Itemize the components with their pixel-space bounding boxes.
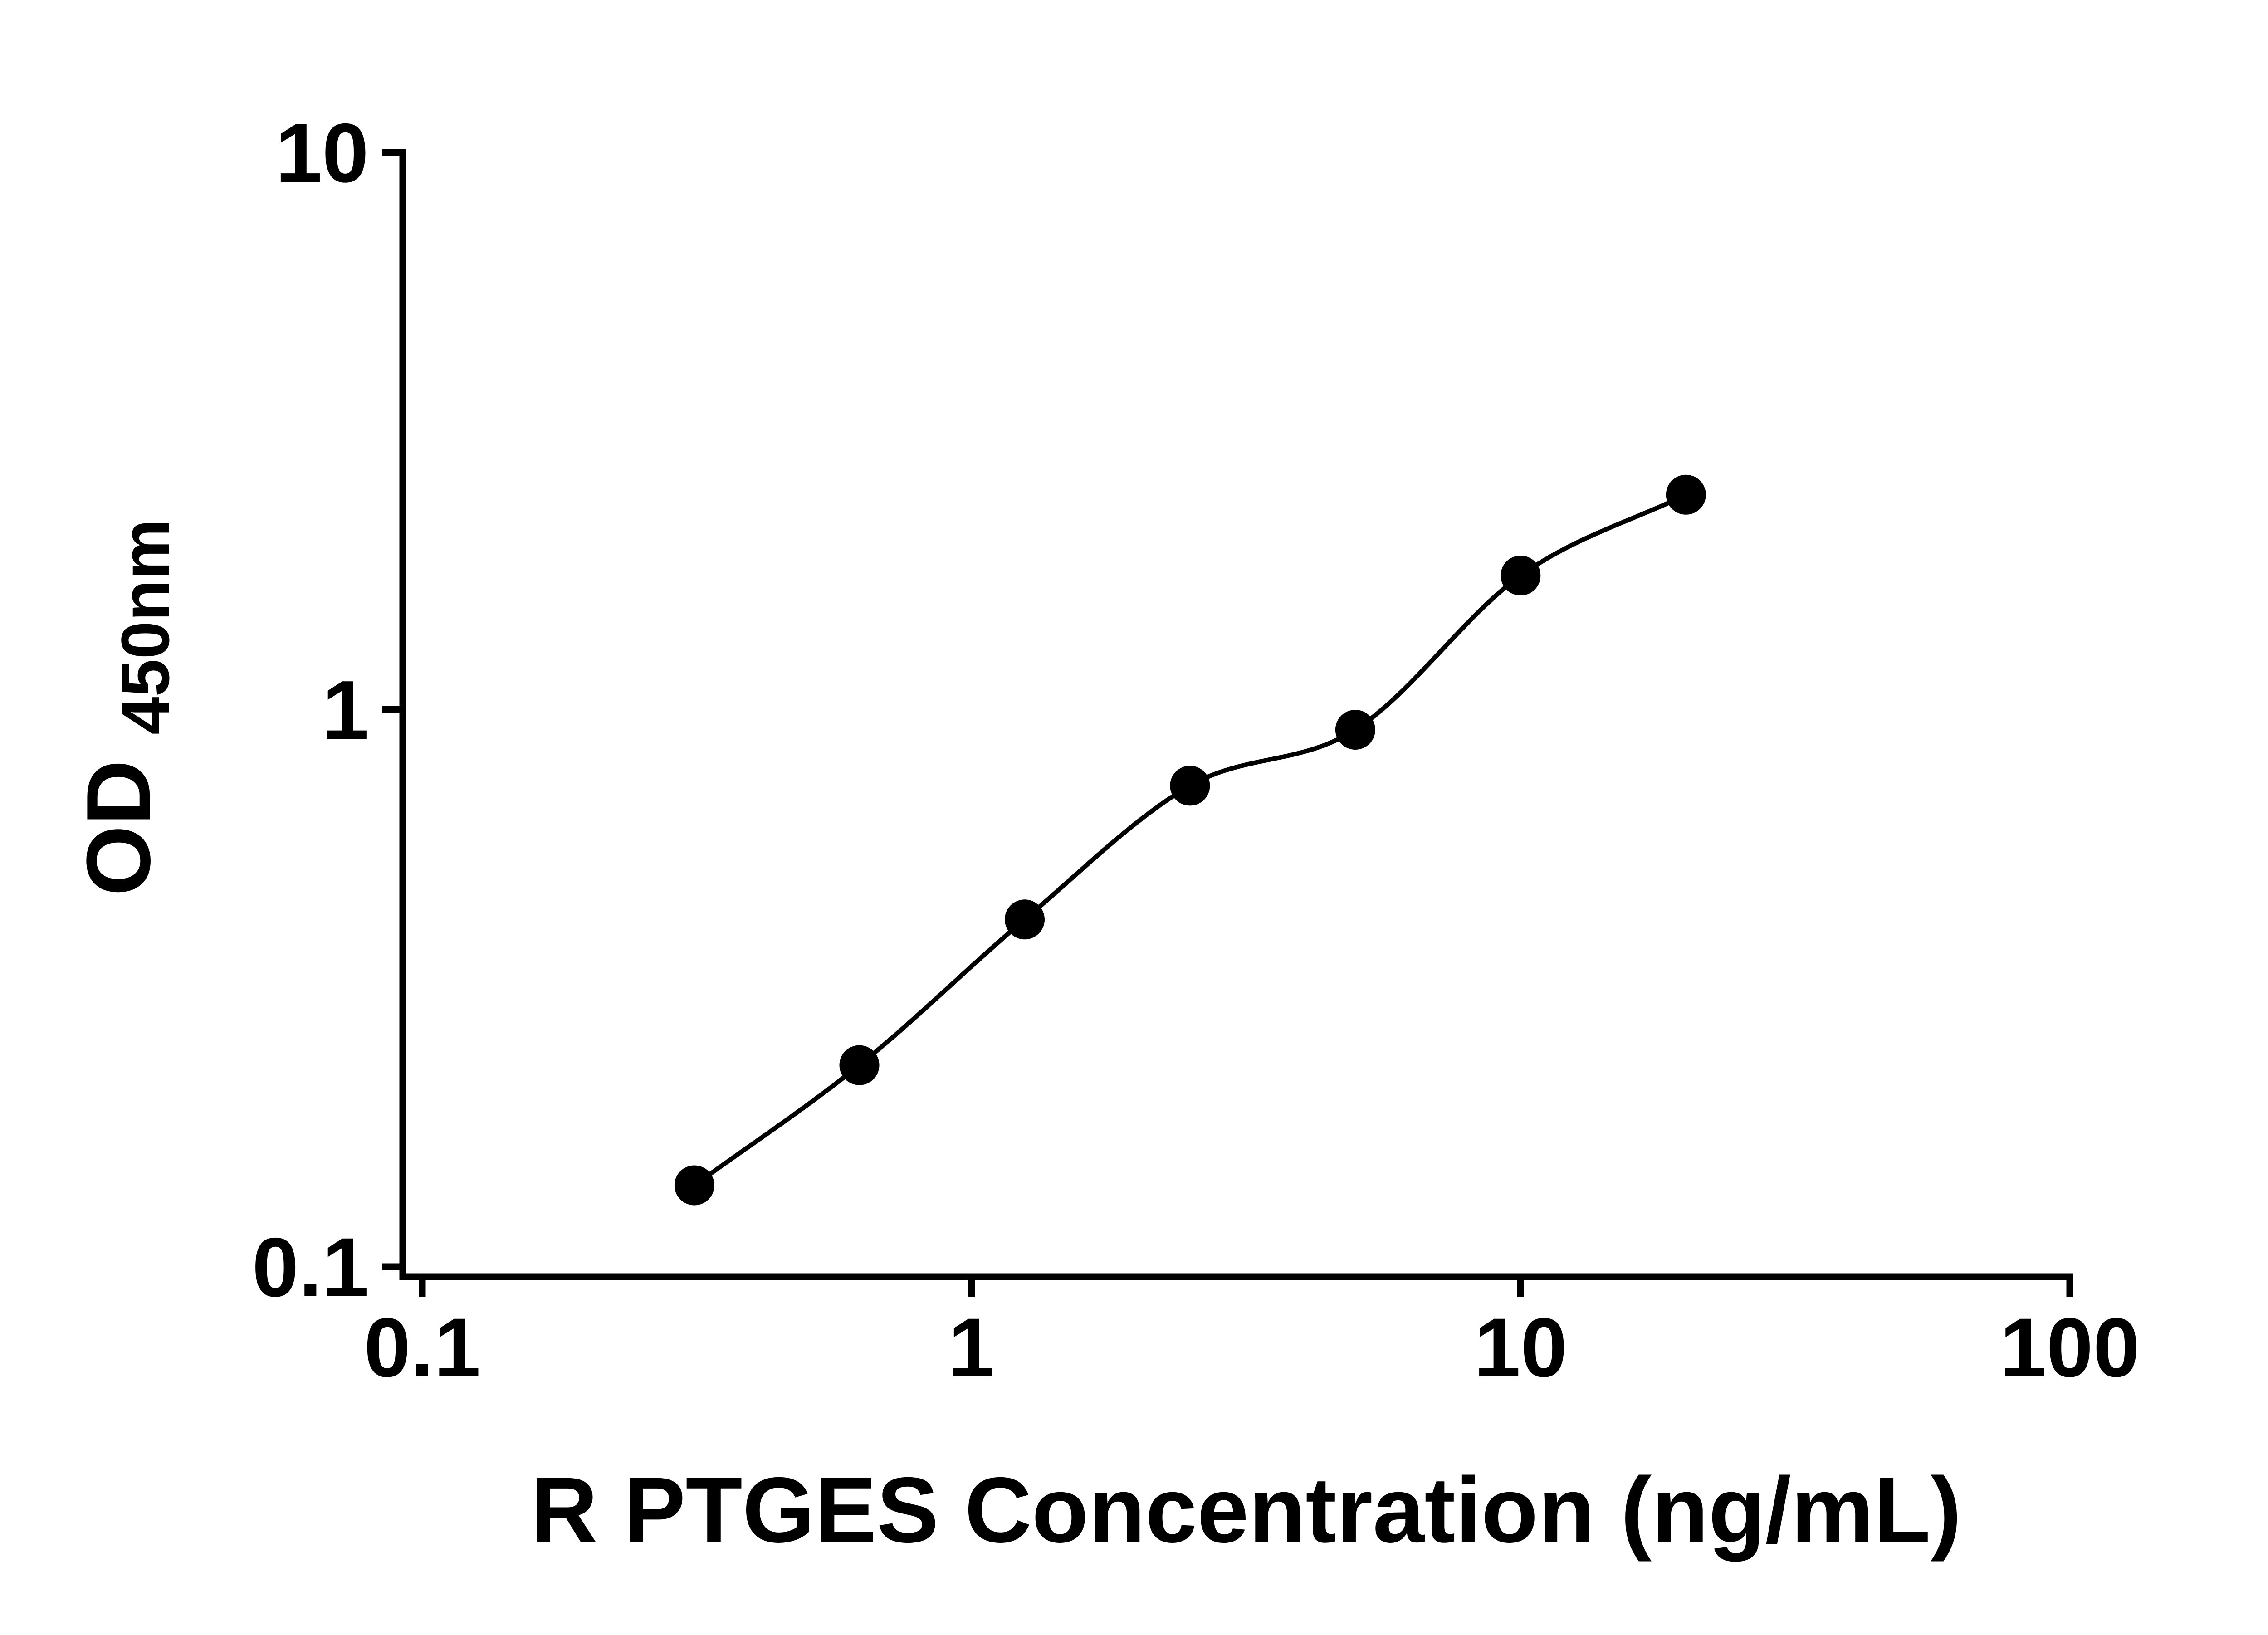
data-point xyxy=(1335,710,1375,750)
data-point xyxy=(674,1165,714,1206)
x-tick-label: 100 xyxy=(2000,1301,2140,1395)
x-axis-title: R PTGES Concentration (ng/mL) xyxy=(531,1458,1962,1562)
x-tick-label: 1 xyxy=(948,1301,995,1395)
y-axis-title: OD 450nm xyxy=(68,519,183,896)
x-tick-label: 10 xyxy=(1474,1301,1567,1395)
data-point xyxy=(839,1045,880,1085)
data-point xyxy=(1666,474,1706,515)
data-point xyxy=(1005,899,1045,940)
y-axis-title-main: OD xyxy=(68,760,169,896)
y-tick-label: 1 xyxy=(322,664,369,757)
data-point xyxy=(1501,556,1541,595)
data-series-layer xyxy=(674,474,1706,1206)
fit-curve xyxy=(693,493,1687,1187)
axes-layer: 0.1 1 10 0.1 1 10 100 xyxy=(252,107,2140,1395)
data-point xyxy=(1170,766,1210,806)
x-tick-label: 0.1 xyxy=(364,1301,480,1395)
y-tick-label: 0.1 xyxy=(252,1221,369,1314)
y-axis-title-subscript: 450nm xyxy=(107,519,183,735)
y-tick-label: 10 xyxy=(275,107,369,200)
